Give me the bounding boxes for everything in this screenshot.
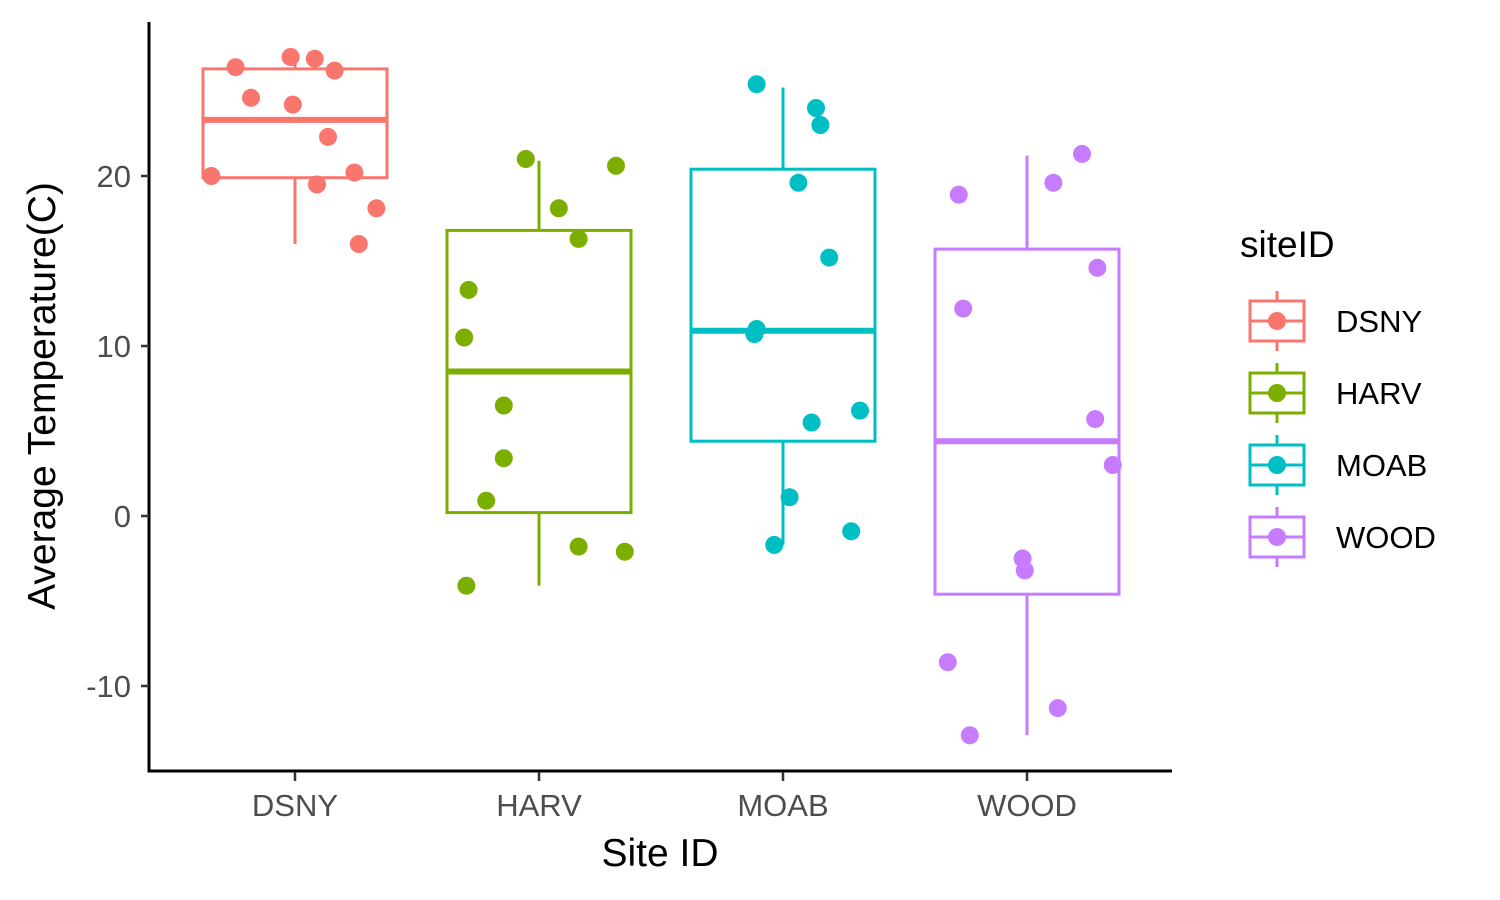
data-point	[851, 401, 869, 420]
data-point	[283, 95, 302, 114]
data-point	[202, 167, 221, 185]
data-point	[494, 396, 513, 415]
legend-key-point	[1268, 456, 1286, 474]
data-point	[242, 88, 260, 107]
x-axis-title: Site ID	[601, 832, 718, 875]
data-point	[1103, 456, 1122, 474]
y-tick-label: -10	[86, 669, 131, 704]
data-point	[459, 280, 478, 299]
data-point	[516, 150, 535, 168]
y-tick-label: 20	[97, 159, 131, 194]
box-iqr	[201, 67, 389, 180]
data-point	[367, 199, 386, 218]
data-point	[615, 542, 634, 561]
legend-key-point	[1268, 312, 1286, 330]
data-point	[1048, 699, 1067, 718]
data-point	[569, 537, 588, 556]
box-iqr	[689, 167, 877, 443]
data-point	[1015, 561, 1034, 580]
data-point	[780, 488, 799, 507]
data-point	[765, 535, 784, 554]
legend-key-point	[1268, 528, 1286, 546]
data-point	[549, 199, 568, 218]
legend-title: siteID	[1240, 224, 1335, 265]
data-point	[811, 116, 830, 134]
data-point	[281, 48, 300, 66]
legend-label: MOAB	[1336, 448, 1427, 483]
data-point	[226, 58, 245, 77]
data-point	[305, 49, 324, 68]
data-point	[345, 163, 364, 182]
data-point	[1086, 410, 1105, 429]
data-point	[457, 576, 476, 595]
data-point	[349, 235, 368, 253]
data-point	[607, 156, 625, 175]
legend-key-point	[1268, 384, 1286, 402]
data-point	[949, 185, 968, 204]
x-tick-label: DSNY	[252, 788, 338, 823]
data-point	[569, 229, 588, 248]
box-layer	[201, 57, 1121, 736]
y-ticks: -10 0 10 20	[86, 159, 149, 704]
x-tick-label: MOAB	[737, 788, 828, 823]
data-point	[938, 653, 957, 672]
legend-label: DSNY	[1336, 304, 1422, 339]
data-point	[1088, 258, 1107, 277]
x-tick-label: WOOD	[977, 788, 1077, 823]
data-point	[1044, 173, 1063, 192]
y-tick-label: 0	[114, 499, 131, 534]
data-point	[842, 522, 861, 541]
data-point	[789, 173, 808, 192]
x-tick-label: HARV	[496, 788, 582, 823]
data-point	[747, 75, 766, 94]
data-point	[494, 449, 513, 468]
data-point	[325, 61, 344, 80]
data-point	[455, 328, 474, 347]
data-point	[319, 127, 337, 146]
data-point	[308, 175, 326, 194]
data-point	[960, 726, 979, 745]
axes	[147, 22, 1172, 773]
x-ticks: DSNY HARV MOAB WOOD	[252, 772, 1077, 823]
y-tick-label: 10	[97, 329, 131, 364]
data-point	[820, 248, 839, 267]
data-point	[477, 491, 496, 510]
point-layer	[202, 48, 1122, 745]
legend-label: WOOD	[1336, 520, 1436, 555]
legend: siteID DSNY HARV MOAB WOOD	[1240, 224, 1436, 567]
data-point	[807, 99, 825, 117]
data-point	[802, 413, 821, 432]
y-axis-title: Average Temperature(C)	[21, 182, 64, 610]
data-point	[954, 299, 973, 318]
legend-label: HARV	[1336, 376, 1422, 411]
data-point	[745, 325, 764, 344]
data-point	[1073, 144, 1091, 163]
